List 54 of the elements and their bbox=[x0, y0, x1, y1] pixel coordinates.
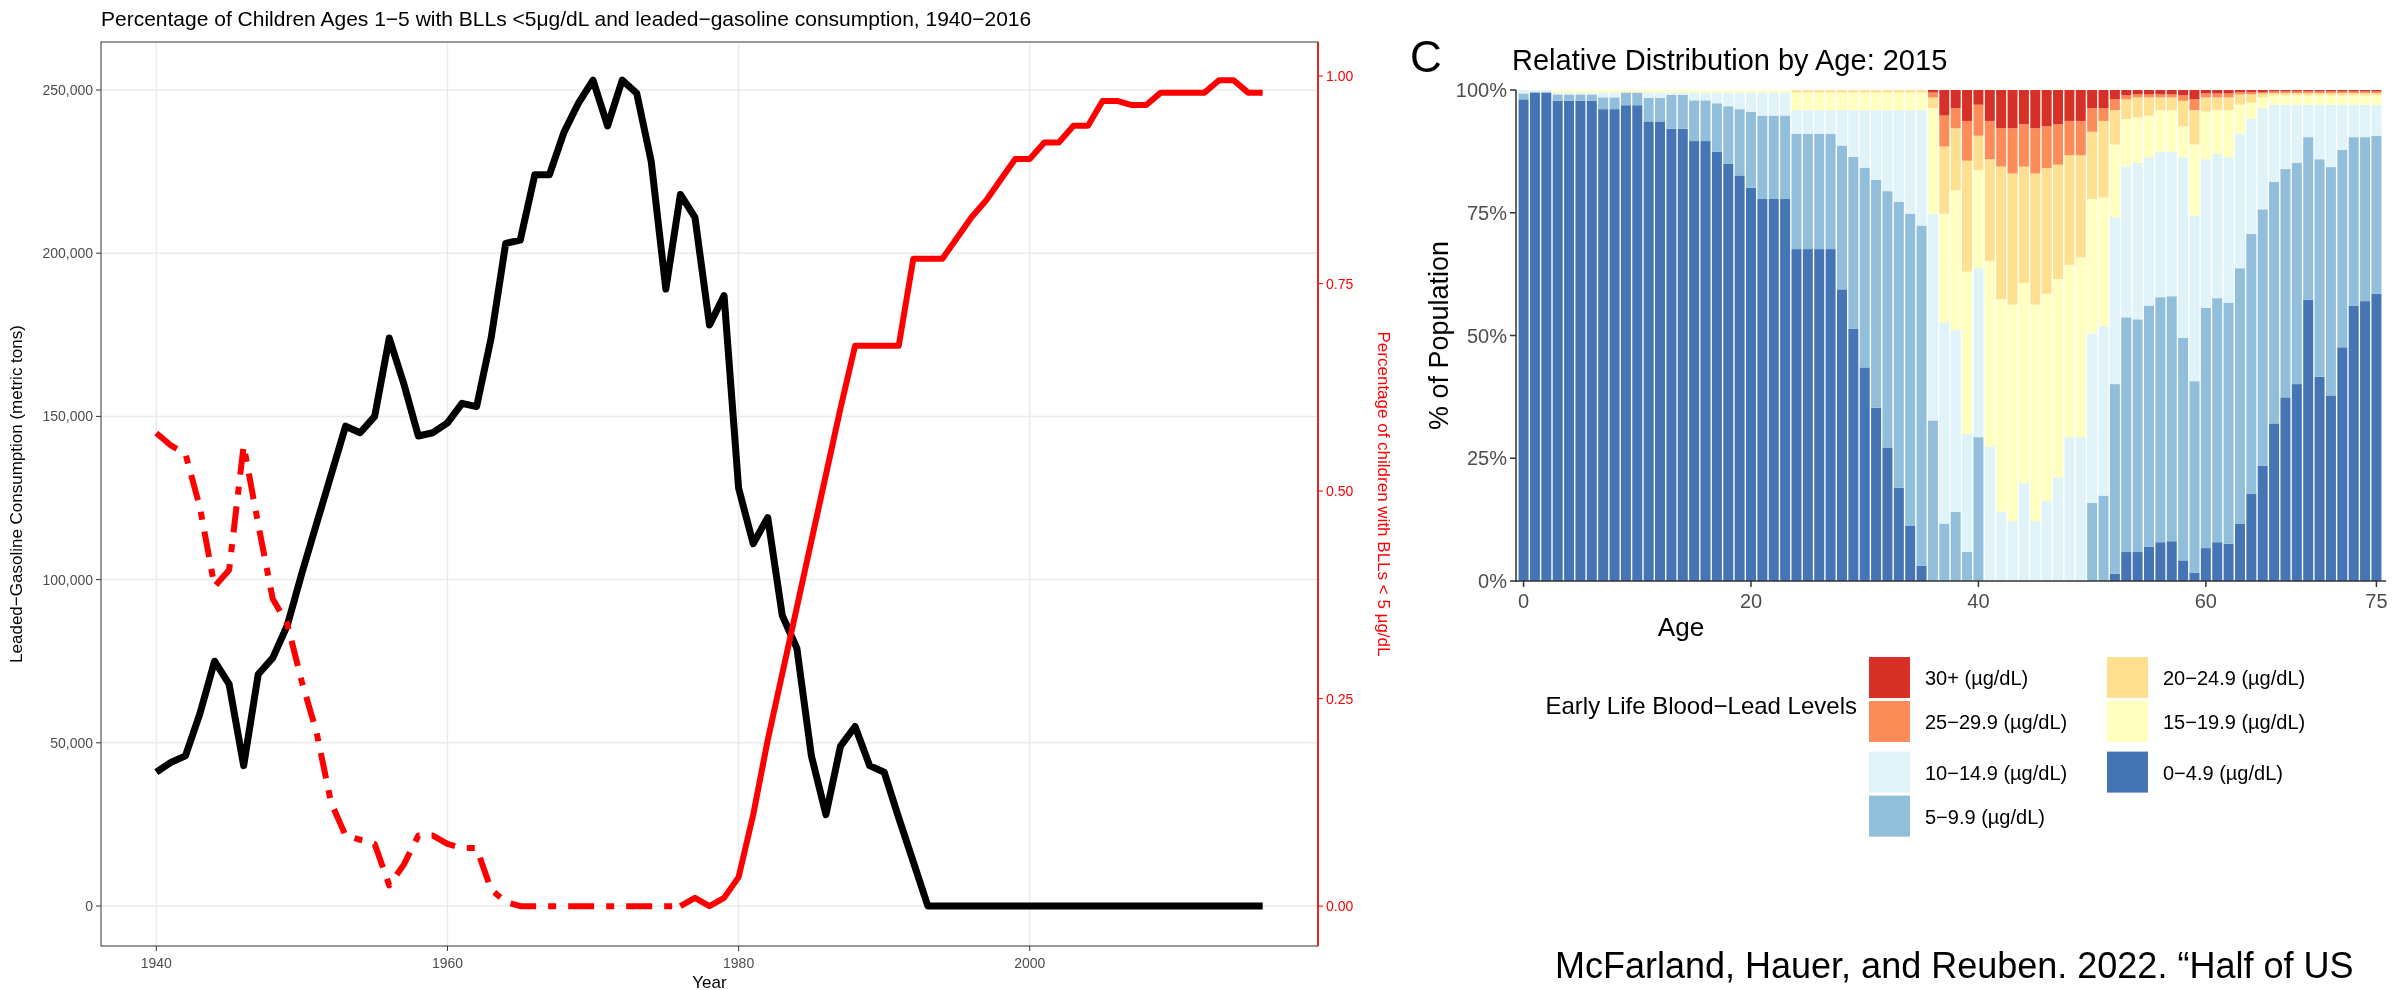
legend-label: 0−4.9 (µg/dL) bbox=[2163, 761, 2283, 784]
y-tick-label: 100,000 bbox=[42, 571, 94, 588]
y-tick-label: 25% bbox=[1466, 447, 1508, 470]
y-tick-label: 75% bbox=[1466, 201, 1508, 224]
legend-label: 15−19.9 (µg/dL) bbox=[2163, 711, 2306, 733]
bar bbox=[1791, 92, 1802, 111]
x-tick-label: 1980 bbox=[723, 955, 755, 971]
y-tick-label: 250,000 bbox=[42, 81, 94, 98]
chart-title: Percentage of Children Ages 1−5 with BLLs <5μg/dL and leaded−gasoline consumption, 1940−2016 bbox=[101, 7, 1032, 30]
x-tick-label: 0 bbox=[1518, 590, 1530, 612]
y2-tick-label: 0.75 bbox=[1326, 275, 1354, 292]
legend-label: 5−9.9 (µg/dL) bbox=[1925, 805, 2045, 828]
x-tick-label: 60 bbox=[2194, 590, 2217, 612]
bar bbox=[1939, 115, 1950, 147]
legend-label: 25−29.9 (µg/dL) bbox=[1925, 711, 2068, 733]
x-tick-label: 1960 bbox=[431, 955, 464, 971]
y-axis-title: % of Population bbox=[1424, 240, 1454, 431]
legend-label: 30+ (µg/dL) bbox=[1925, 667, 2029, 689]
y2-tick-label: 0.25 bbox=[1326, 690, 1354, 707]
y-tick-label: 0 bbox=[85, 898, 94, 915]
legend-label: 10−14.9 (µg/dL) bbox=[1925, 761, 2068, 784]
bar bbox=[2121, 95, 2132, 100]
text: C bbox=[1410, 32, 1442, 81]
text: McFarland, Hauer, and Reuben. 2022. “Half of US bbox=[1555, 945, 2354, 986]
bar bbox=[1927, 92, 1938, 98]
y2-tick-label: 1.00 bbox=[1326, 68, 1354, 85]
x-axis-title: Year bbox=[692, 973, 728, 990]
x-tick-label: 2000 bbox=[1014, 955, 1046, 971]
y-tick-label: 200,000 bbox=[42, 245, 94, 262]
y-tick-label: 50% bbox=[1466, 324, 1508, 347]
bar bbox=[1973, 170, 1984, 269]
x-axis-title: Age bbox=[1657, 612, 1705, 642]
legend-title: Early Life Blood−Lead Levels bbox=[1545, 692, 1857, 719]
y2-axis-title: Percentage of children with BLLs < 5 μg/dL bbox=[1374, 331, 1393, 657]
y2-tick-label: 0.00 bbox=[1326, 898, 1354, 915]
bar bbox=[1939, 213, 1950, 323]
y-tick-label: 50,000 bbox=[50, 734, 94, 751]
y-tick-label: 0% bbox=[1478, 570, 1508, 592]
bar bbox=[1609, 92, 1620, 98]
bar bbox=[2087, 502, 2098, 581]
chart-title: Relative Distribution by Age: 2015 bbox=[1512, 44, 1948, 76]
bar bbox=[1916, 565, 1927, 581]
y-tick-label: 100% bbox=[1455, 79, 1508, 101]
y2-tick-label: 0.50 bbox=[1326, 483, 1354, 500]
y-tick-label: 150,000 bbox=[42, 408, 94, 425]
x-tick-label: 20 bbox=[1739, 590, 1763, 612]
bar bbox=[1518, 93, 1529, 100]
bar bbox=[1927, 97, 1938, 109]
y-axis-title: Leaded−Gasoline Consumption (metric tons) bbox=[7, 325, 26, 663]
bar bbox=[1939, 146, 1950, 214]
x-tick-label: 1940 bbox=[140, 955, 173, 971]
x-tick-label: 40 bbox=[1967, 590, 1990, 612]
legend-label: 20−24.9 (µg/dL) bbox=[2163, 667, 2306, 689]
x-tick-label: 75 bbox=[2365, 590, 2388, 612]
